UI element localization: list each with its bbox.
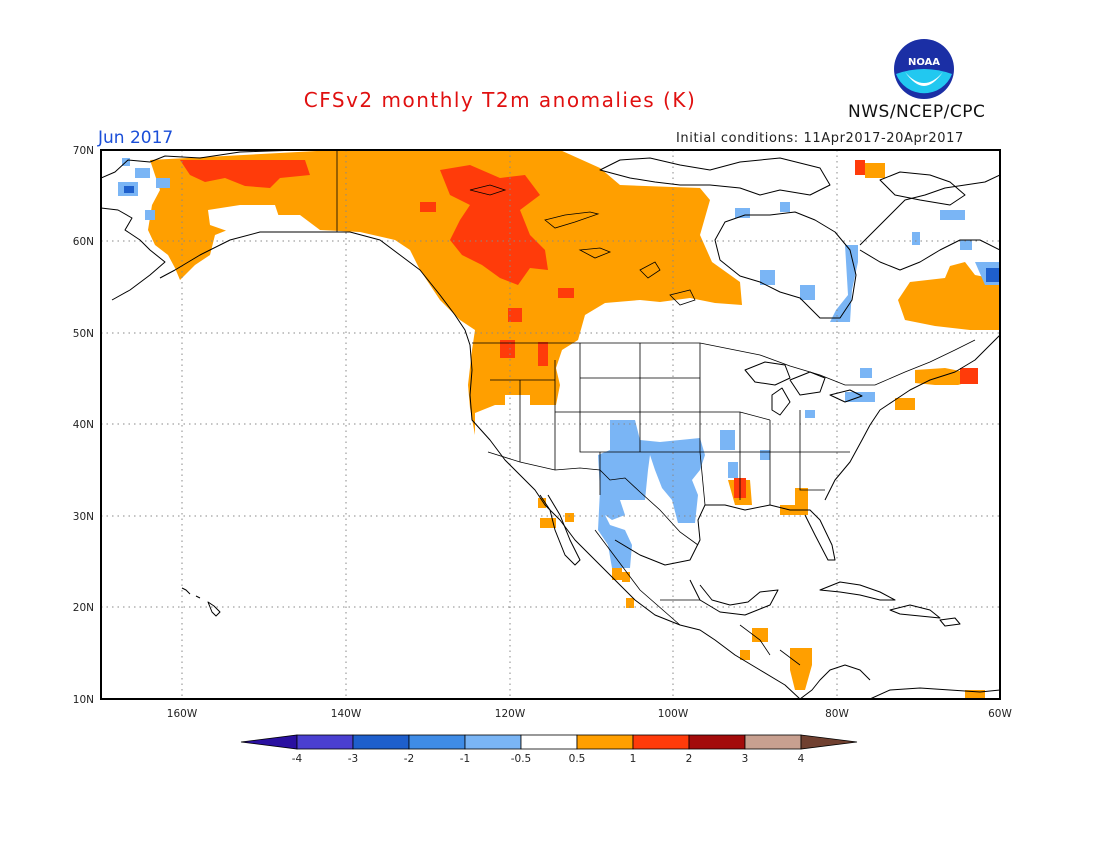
colorbar-label: 4	[798, 753, 805, 765]
initial-conditions: Initial conditions: 11Apr2017-20Apr2017	[676, 131, 964, 146]
colorbar-cell	[352, 734, 410, 750]
colorbar-label: 0.5	[569, 753, 586, 765]
colorbar-label: -0.5	[511, 753, 532, 765]
map-frame	[100, 149, 1001, 700]
latitude-labels: 70N 60N 50N 40N 30N 20N 10N	[73, 145, 94, 706]
colorbar: -4 -3 -2 -1 -0.5 0.5 1 2 3 4	[240, 734, 858, 765]
colorbar-cell	[688, 734, 746, 750]
colorbar-cell	[464, 734, 522, 750]
graticule	[101, 150, 1000, 699]
logo-text: NOAA	[908, 57, 940, 68]
colorbar-label: -4	[292, 753, 303, 765]
longitude-labels: 160W 140W 120W 100W 80W 60W	[167, 708, 1013, 720]
lat-label: 30N	[73, 511, 94, 523]
lon-label: 120W	[495, 708, 526, 720]
southern-plains-cool	[598, 420, 705, 568]
colorbar-label: -2	[404, 753, 414, 765]
colorbar-max-arrow	[800, 734, 858, 750]
colorbar-min-arrow	[240, 734, 298, 750]
lat-label: 50N	[73, 328, 94, 340]
colorbar-cell	[520, 734, 578, 750]
anomaly-shading	[118, 150, 1000, 699]
colorbar-label: 3	[742, 753, 749, 765]
colorbar-cell	[408, 734, 466, 750]
lat-label: 60N	[73, 236, 94, 248]
western-canada-hot	[440, 165, 548, 285]
valid-month: Jun 2017	[98, 128, 174, 148]
lat-label: 40N	[73, 419, 94, 431]
colorbar-cell	[744, 734, 802, 750]
colorbar-label: -1	[460, 753, 470, 765]
colorbar-label: -3	[348, 753, 358, 765]
lat-label: 70N	[73, 145, 94, 157]
borders	[336, 150, 976, 666]
central-america-warm	[740, 628, 812, 690]
lat-label: 10N	[73, 694, 94, 706]
lon-label: 140W	[331, 708, 362, 720]
labrador-warm	[898, 262, 1000, 330]
lon-label: 100W	[658, 708, 689, 720]
colorbar-cell	[632, 734, 690, 750]
lat-label: 20N	[73, 602, 94, 614]
alaska-yukon-canada-warm	[148, 150, 742, 435]
colorbar-label: 2	[686, 753, 693, 765]
chart-title: CFSv2 monthly T2m anomalies (K)	[303, 88, 697, 112]
colorbar-labels: -4 -3 -2 -1 -0.5 0.5 1 2 3 4	[292, 753, 805, 765]
organization-label: NWS/NCEP/CPC	[848, 102, 986, 122]
map-area	[101, 150, 1000, 699]
lon-label: 60W	[988, 708, 1012, 720]
canadian-lakes	[469, 184, 696, 306]
noaa-logo: NOAA	[894, 39, 954, 99]
hudson-bay-cool	[830, 245, 858, 322]
lon-label: 160W	[167, 708, 198, 720]
colorbar-cells	[240, 734, 858, 750]
lon-label: 80W	[825, 708, 849, 720]
colorbar-label: 1	[630, 753, 637, 765]
colorbar-cell	[576, 734, 634, 750]
northern-alaska-hot	[180, 160, 310, 188]
colorbar-cell	[296, 734, 354, 750]
